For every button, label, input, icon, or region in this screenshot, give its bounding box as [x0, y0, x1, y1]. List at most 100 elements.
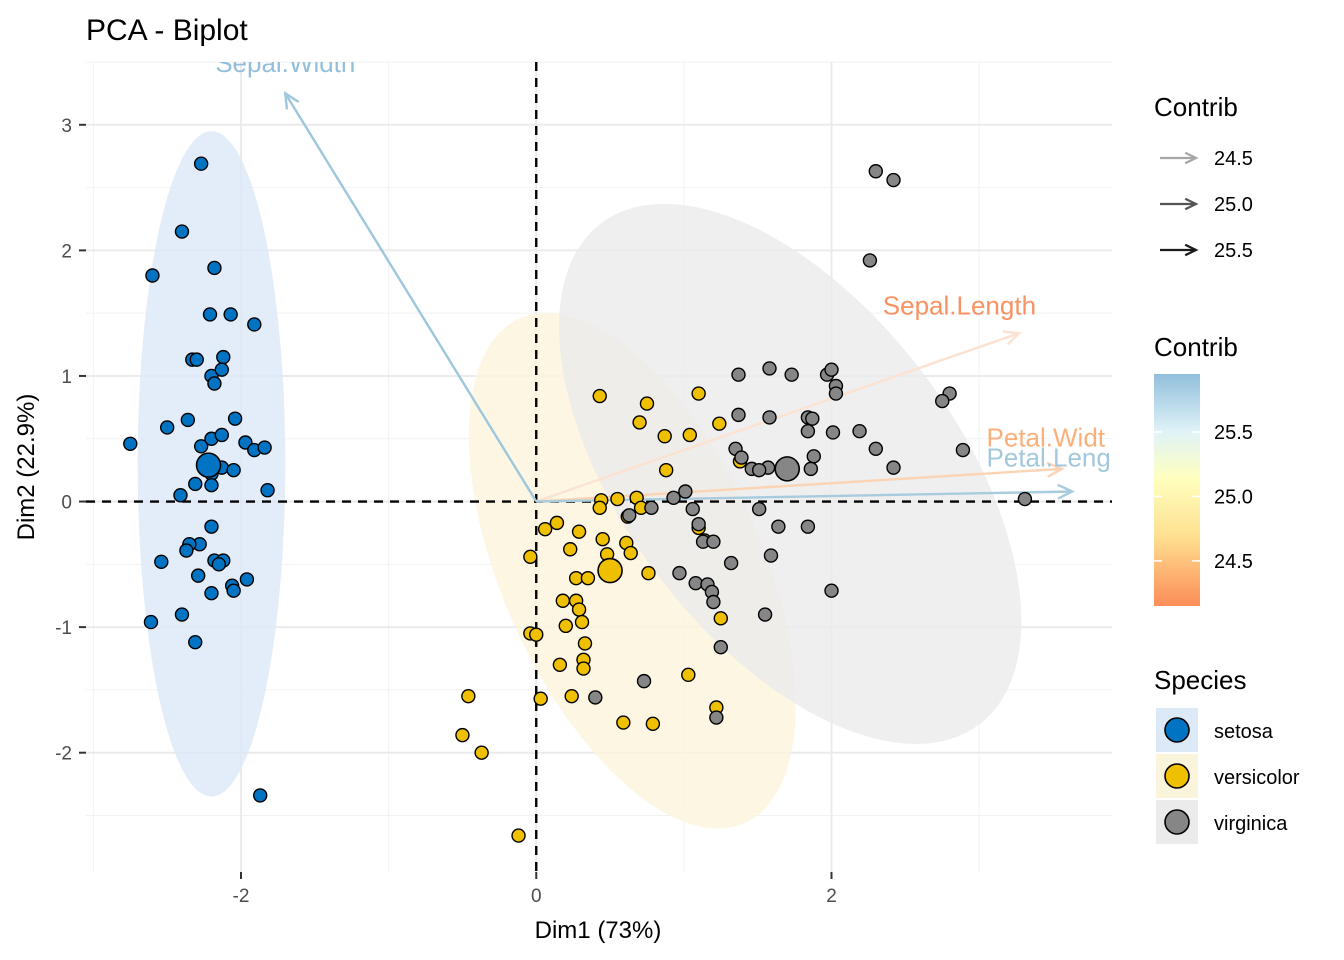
variable-label-Sepal.Length: Sepal.Length — [883, 290, 1036, 320]
legend-entry-label: versicolor — [1214, 767, 1300, 789]
point-setosa — [188, 634, 203, 650]
point-virginica — [825, 425, 841, 440]
point-setosa — [260, 483, 275, 498]
point-virginica — [1017, 491, 1033, 507]
point-virginica — [751, 501, 767, 517]
point-virginica — [636, 673, 652, 689]
chart-title: PCA - Biplot — [86, 14, 248, 47]
point-versicolor — [639, 396, 655, 411]
variable-labels: Sepal.Width Sepal.Length Petal.WidtPetal.L… — [215, 48, 1111, 472]
y-tick-label: 2 — [61, 241, 72, 262]
point-versicolor — [713, 611, 728, 626]
point-versicolor — [533, 691, 548, 706]
legend-arrowhead — [1184, 243, 1199, 257]
point-virginica — [862, 253, 878, 268]
point-setosa — [174, 607, 190, 622]
centroid-virginica — [774, 456, 801, 482]
point-virginica — [644, 500, 659, 516]
point-setosa — [226, 462, 241, 478]
x-axis-title: Dim1 (73%) — [535, 917, 662, 944]
point-setosa — [189, 352, 204, 367]
point-setosa — [159, 420, 175, 435]
point-versicolor — [537, 521, 553, 537]
point-versicolor — [645, 716, 661, 732]
point-versicolor — [474, 745, 489, 760]
point-setosa — [143, 614, 159, 630]
point-versicolor — [712, 416, 727, 431]
legend-key-versicolor — [1164, 763, 1190, 789]
point-virginica — [852, 424, 867, 439]
legend-species: Species setosa versicolor virginica — [1154, 665, 1300, 844]
point-virginica — [706, 534, 721, 549]
point-virginica — [800, 424, 816, 439]
point-setosa — [227, 411, 243, 426]
point-versicolor — [592, 388, 607, 404]
point-versicolor — [658, 462, 674, 478]
point-virginica — [672, 565, 687, 581]
legend-contrib-arrows: Contrib 24.5 25.0 25.5 — [1154, 92, 1253, 262]
point-versicolor — [616, 715, 631, 730]
variable-label-Sepal.Width: Sepal.Width — [215, 48, 355, 78]
point-virginica — [762, 361, 777, 376]
arrowhead-Sepal.Width — [283, 91, 300, 110]
point-versicolor — [555, 593, 571, 608]
y-tick-label: 0 — [61, 493, 72, 514]
point-virginica — [886, 460, 901, 475]
point-setosa — [207, 260, 222, 276]
point-virginica — [588, 690, 603, 705]
point-setosa — [193, 156, 209, 171]
point-setosa — [193, 439, 209, 454]
legend-entry-label: 25.0 — [1214, 194, 1253, 216]
point-virginica — [685, 501, 700, 517]
point-setosa — [257, 440, 272, 455]
point-virginica — [806, 449, 821, 464]
point-setosa — [247, 317, 262, 332]
ellipse-versicolor — [468, 312, 796, 829]
legend-key-setosa — [1164, 717, 1190, 743]
point-setosa — [226, 583, 241, 598]
point-versicolor — [574, 614, 590, 630]
point-versicolor — [461, 688, 476, 704]
point-setosa — [154, 554, 169, 570]
point-setosa — [180, 412, 196, 428]
x-tick-label: 2 — [826, 886, 837, 907]
point-virginica — [757, 607, 773, 622]
point-versicolor — [558, 618, 573, 634]
arrowhead-Sepal.Length — [1002, 330, 1022, 346]
y-tick-label: -1 — [55, 618, 72, 639]
legend-entry-label: virginica — [1214, 813, 1288, 835]
point-setosa — [223, 307, 238, 322]
point-virginica — [734, 450, 749, 465]
point-versicolor — [682, 427, 697, 443]
legend-entry-label: 24.5 — [1214, 148, 1253, 170]
arrow-Sepal.Length — [535, 332, 1020, 503]
point-versicolor — [564, 688, 579, 704]
point-virginica — [805, 411, 820, 426]
point-setosa — [214, 427, 230, 443]
y-tick-label: 3 — [61, 116, 72, 137]
point-setosa — [123, 436, 138, 451]
point-versicolor — [455, 727, 470, 743]
point-setosa — [179, 543, 194, 558]
x-tick-label: -2 — [233, 886, 250, 907]
legend-key-virginica — [1164, 809, 1190, 835]
point-versicolor — [549, 515, 565, 531]
point-versicolor — [568, 570, 584, 586]
point-virginica — [771, 519, 786, 534]
variable-label-Petal.Length: Petal.Leng — [987, 442, 1111, 472]
point-setosa — [190, 568, 206, 583]
point-virginica — [666, 490, 681, 505]
y-tick-label: 1 — [61, 367, 72, 388]
point-virginica — [868, 441, 883, 456]
legend-title: Contrib — [1154, 92, 1238, 122]
point-virginica — [691, 516, 706, 532]
point-virginica — [803, 461, 819, 477]
point-setosa — [145, 268, 160, 283]
point-versicolor — [595, 532, 610, 547]
point-versicolor — [523, 549, 538, 564]
point-versicolor — [623, 545, 638, 561]
point-virginica — [868, 164, 883, 179]
point-virginica — [800, 519, 816, 534]
point-versicolor — [691, 386, 706, 401]
